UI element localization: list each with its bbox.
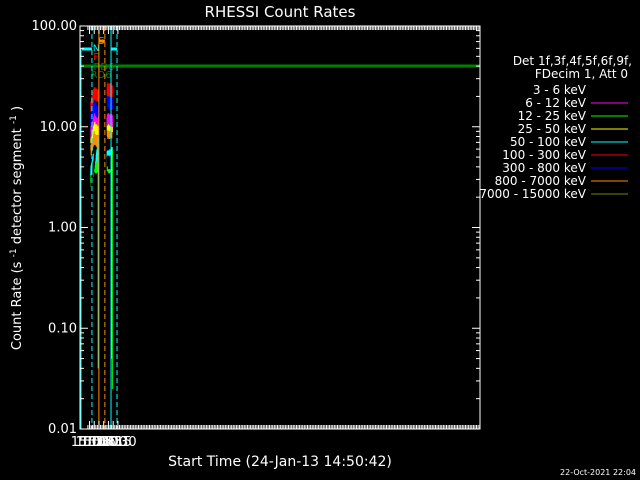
legend-label: 50 - 100 keV <box>510 135 587 149</box>
legend: Det 1f,3f,4f,5f,6f,9f, FDecim 1, Att 0 3… <box>479 54 632 201</box>
x-axis-label: Start Time (24-Jan-13 14:50:42) <box>168 454 392 470</box>
y-tick-label: 1.00 <box>48 221 77 236</box>
series-trace <box>90 86 99 112</box>
x-tick-label: 16:30 <box>99 435 136 450</box>
y-axis-label-mid: detector segment <box>10 128 25 244</box>
series-trace <box>106 113 113 127</box>
y-axis-label-sup2: -1 <box>9 115 19 124</box>
legend-label: 7000 - 15000 keV <box>479 187 586 201</box>
y-axis-label-end: ) <box>10 106 25 111</box>
legend-label: 25 - 50 keV <box>518 122 587 136</box>
flag-label-flare: F <box>93 52 99 63</box>
y-tick-label: 10.00 <box>40 120 77 135</box>
legend-label: 12 - 25 keV <box>518 109 587 123</box>
legend-label: 300 - 800 keV <box>502 161 586 175</box>
y-axis-label-main: Count Rate (s <box>10 261 25 350</box>
flag-label-rd6: RD6 <box>93 62 114 73</box>
legend-label: 6 - 12 keV <box>525 96 587 110</box>
y-axis-label: Count Rate (s -1 detector segment -1 ) <box>5 106 25 350</box>
x-tick-label: 16:15 <box>94 435 131 450</box>
data-layer <box>90 82 113 389</box>
chart-title: RHESSI Count Rates <box>205 3 356 21</box>
plot-frame <box>79 25 481 430</box>
series-trace <box>106 82 113 98</box>
flag-label-saa: S <box>98 36 104 47</box>
timestamp: 22-Oct-2021 22:04 <box>560 468 636 477</box>
y-tick-layer: 0.01 0.10 1.00 10.00 100.00 <box>32 19 480 437</box>
legend-label: 100 - 300 keV <box>502 148 586 162</box>
legend-label: 3 - 6 keV <box>533 83 587 97</box>
legend-label: 800 - 7000 keV <box>495 174 587 188</box>
x-tick-label: 15:45 <box>85 435 122 450</box>
y-tick-label: 100.00 <box>32 19 78 34</box>
y-tick-label: 0.10 <box>48 321 77 336</box>
flag-label-night: N <box>93 44 100 54</box>
x-tick-label: 15:30 <box>80 435 117 450</box>
flag-label-rd6: RD6 <box>91 70 112 81</box>
y-axis-label-sup: -1 <box>9 248 19 257</box>
x-tick-label: 15:00 <box>71 435 108 450</box>
x-tick-label: 15:15 <box>75 435 112 450</box>
x-tick-label: 16:00 <box>90 435 127 450</box>
legend-header-1: Det 1f,3f,4f,5f,6f,9f, <box>513 54 632 68</box>
legend-header-2: FDecim 1, Att 0 <box>535 67 628 81</box>
y-tick-label: 0.01 <box>48 422 77 437</box>
series-trace <box>90 131 99 156</box>
